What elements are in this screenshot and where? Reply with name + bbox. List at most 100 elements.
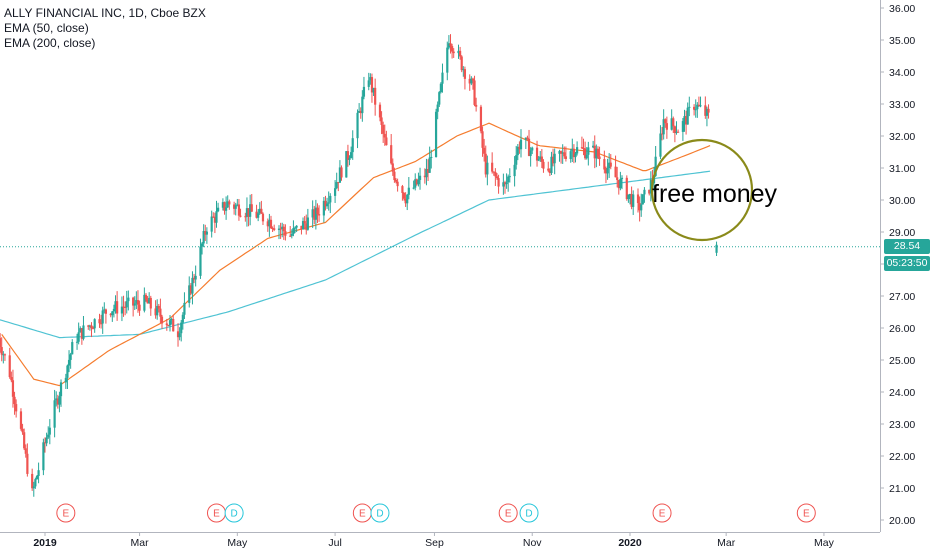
candle-body (548, 170, 551, 174)
event-label: E (505, 509, 512, 520)
candle-body (584, 148, 587, 159)
x-tick-label: Nov (523, 537, 542, 549)
candle-body (406, 194, 409, 204)
candle-body (327, 202, 330, 204)
candle-body (213, 216, 216, 223)
candle-body (673, 126, 676, 134)
candle-body (503, 182, 507, 185)
candle-body (124, 306, 127, 308)
x-tick-label: Sep (425, 537, 444, 549)
candle-body (681, 121, 684, 132)
candle-body (183, 302, 186, 315)
candle-body (257, 213, 260, 218)
candle-body (268, 219, 271, 227)
candle-body (596, 148, 600, 157)
y-axis[interactable]: 20.00 21.00 22.00 23.00 24.00 25.00 26.00 27.00… (880, 0, 932, 550)
candle-body (82, 325, 85, 339)
candle-body (338, 167, 342, 183)
candle-body (462, 69, 465, 71)
candle-body (402, 192, 406, 199)
candle-body (481, 131, 484, 148)
candle-body (250, 204, 253, 212)
candle-body (606, 167, 609, 174)
candle-body (125, 301, 128, 308)
annotation-text[interactable]: free money (652, 180, 778, 208)
candle-body (305, 223, 308, 230)
candle-body (216, 207, 220, 212)
candle-body (205, 231, 208, 235)
candle-body (260, 208, 263, 214)
candle-body (317, 214, 321, 216)
candle-body (24, 448, 27, 454)
candle-body (109, 313, 112, 316)
candle-body (620, 177, 624, 179)
y-tick-label: 29.00 (889, 227, 915, 239)
candle-body (258, 208, 261, 214)
y-tick-label: 30.00 (889, 195, 915, 207)
candle-body (374, 87, 377, 105)
candle-body (167, 325, 170, 327)
candle-body (664, 119, 667, 124)
candle-body (279, 228, 282, 230)
candle-body (21, 428, 24, 433)
candle-body (519, 139, 523, 150)
candle-body (93, 319, 96, 329)
candle-body (154, 308, 157, 316)
candle-body (380, 117, 383, 125)
candle-body (226, 201, 229, 208)
candle-body (699, 105, 702, 107)
candle-body (515, 155, 518, 165)
candle-body (178, 333, 181, 338)
candle-body (654, 156, 657, 176)
candle-body (401, 186, 404, 193)
candle-body (470, 78, 473, 84)
candle-body (495, 176, 499, 179)
candle-body (42, 442, 45, 471)
candle-body (120, 306, 124, 314)
candle-body (26, 453, 29, 474)
candle-body (569, 151, 572, 160)
candle-body (31, 473, 34, 489)
candle-body (683, 116, 686, 122)
candle-body (497, 178, 500, 187)
chart-legend: ALLY FINANCIAL INC, 1D, Cboe BZX EMA (50… (4, 6, 206, 51)
dividend-event-icon: D (519, 503, 539, 523)
event-label: D (376, 509, 383, 520)
candle-body (531, 147, 534, 151)
x-axis[interactable]: 2019 Mar May Jul Sep Nov 2020 Mar May (0, 532, 932, 550)
symbol-title[interactable]: ALLY FINANCIAL INC, 1D, Cboe BZX (4, 6, 206, 20)
candle-body (705, 108, 709, 116)
candle-body (255, 211, 258, 218)
candle-body (19, 411, 23, 429)
x-tick-label: Mar (717, 537, 736, 549)
candle-body (491, 162, 494, 172)
candle-body (104, 309, 108, 314)
candle-body (101, 310, 104, 324)
candle-body (64, 377, 67, 383)
candle-body (471, 78, 475, 81)
candle-body (704, 105, 707, 116)
candle-body (191, 277, 194, 294)
earnings-event-icon: E (352, 503, 372, 523)
ema200-label[interactable]: EMA (200, close) (4, 36, 96, 50)
candle-body (313, 209, 316, 220)
circle-annotation[interactable] (650, 138, 754, 242)
event-circle (56, 503, 76, 523)
event-circle (498, 503, 518, 523)
candle-body (418, 175, 422, 180)
candle-body (199, 246, 202, 276)
candle-body (245, 208, 249, 217)
ema50-label[interactable]: EMA (50, close) (4, 21, 89, 35)
candle-body (686, 107, 689, 125)
candle-body (111, 311, 114, 316)
candle-body (269, 219, 273, 229)
candle-body (483, 147, 486, 154)
candle-body (412, 187, 415, 189)
candle-body (215, 211, 218, 223)
candle-body (75, 341, 79, 343)
candle-body (91, 328, 95, 330)
candle-body (684, 116, 688, 125)
candle-body (144, 294, 148, 300)
